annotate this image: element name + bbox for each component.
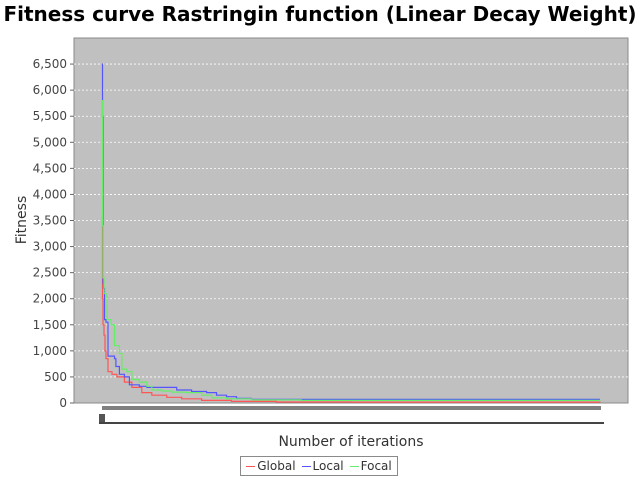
legend-item-local: Local (301, 459, 344, 473)
legend: Global Local Focal (240, 456, 398, 476)
legend-swatch (349, 465, 359, 467)
y-tick-label: 0 (59, 396, 67, 410)
x-axis-marker (99, 414, 105, 422)
y-tick-label: 3,500 (33, 214, 67, 228)
y-tick-label: 1,500 (33, 318, 67, 332)
x-axis (99, 406, 604, 424)
y-axis: 0 500 1,000 1,500 2,000 2,500 3,000 3,500 4,000 4… (33, 57, 74, 410)
legend-label: Focal (360, 459, 392, 473)
y-tick-label: 3,000 (33, 240, 67, 254)
y-tick-label: 1,000 (33, 344, 67, 358)
y-tick-label: 2,000 (33, 292, 67, 306)
grid-lines (74, 63, 628, 378)
y-tick-label: 4,500 (33, 161, 67, 175)
series-line-global (101, 214, 601, 403)
chart-title: Fitness curve Rastringin function (Linea… (3, 2, 637, 26)
legend-item-focal: Focal (349, 459, 392, 473)
y-tick-label: 500 (44, 370, 67, 384)
y-tick-label: 5,500 (33, 109, 67, 123)
y-tick-label: 4,000 (33, 187, 67, 201)
y-tick-label: 6,000 (33, 83, 67, 97)
legend-swatch (246, 465, 256, 467)
x-axis-label: Number of iterations (278, 434, 423, 450)
y-tick-label: 2,500 (33, 266, 67, 280)
legend-label: Global (257, 459, 296, 473)
series-group (101, 63, 601, 403)
x-axis-band (102, 406, 601, 410)
y-tick-label: 6,500 (33, 57, 67, 71)
y-axis-label: Fitness (14, 196, 30, 245)
legend-item-global: Global (246, 459, 296, 473)
legend-label: Local (312, 459, 344, 473)
series-line-focal (101, 100, 601, 401)
y-tick-label: 5,000 (33, 135, 67, 149)
legend-swatch (301, 465, 311, 467)
